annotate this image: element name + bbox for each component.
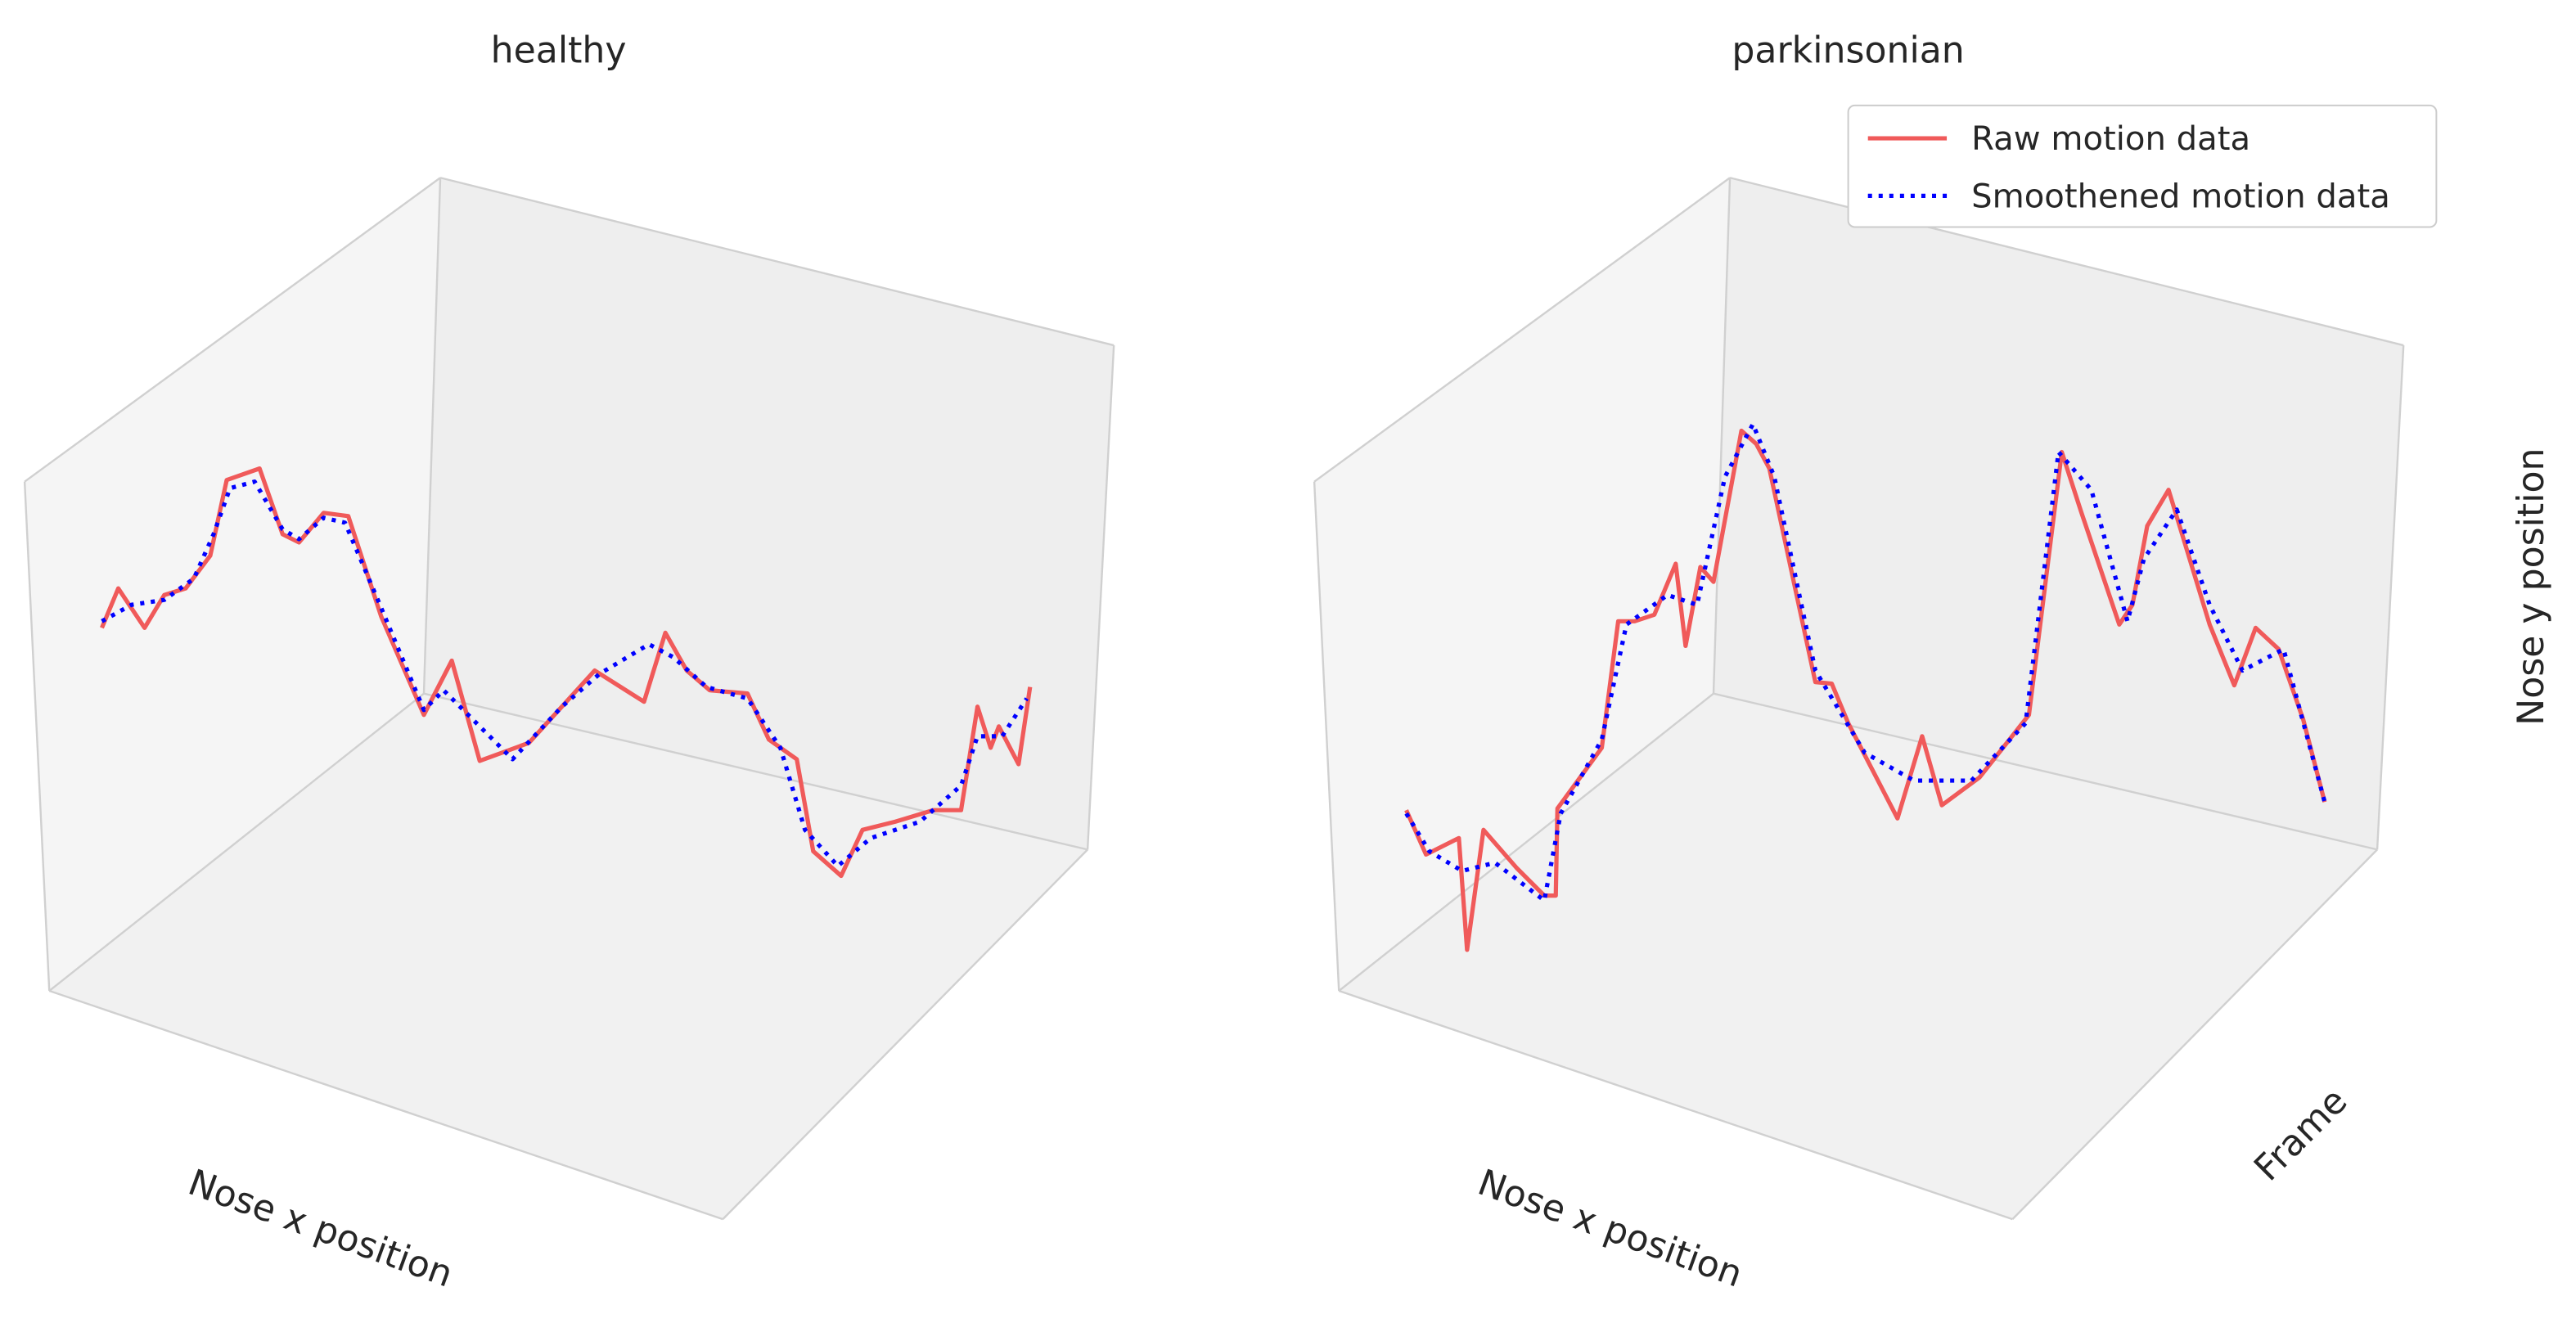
back-wall	[423, 178, 1115, 850]
data-line	[101, 479, 1029, 869]
box-edge	[48, 989, 723, 1221]
left-wall	[25, 178, 441, 992]
chart-title: parkinsonian	[1732, 30, 1964, 72]
box-edge	[23, 481, 51, 992]
floor	[49, 693, 1088, 1220]
box-edge	[1712, 178, 1732, 694]
floor	[1339, 693, 2378, 1220]
box-edge	[48, 692, 425, 992]
box-edge	[1313, 177, 1731, 483]
chart-title: healthy	[491, 30, 627, 72]
data-line	[100, 466, 1033, 879]
legend-label: Raw motion data	[1971, 120, 2250, 158]
box-edge	[1338, 989, 2013, 1221]
z-axis-label: Nose y position	[2511, 448, 2552, 725]
box-edge	[422, 178, 442, 694]
legend-frame	[1847, 104, 2438, 228]
x-axis-label: Nose x position	[182, 1162, 457, 1296]
legend-label: Smoothened motion data	[1971, 178, 2390, 215]
left-wall	[1314, 178, 1731, 992]
box-edge	[24, 177, 441, 483]
data-line	[1404, 421, 2327, 903]
axes-box	[1313, 177, 2405, 1221]
data-line	[1404, 428, 2327, 952]
legend: Raw motion data Smoothened motion data	[1847, 104, 2438, 228]
box-edge	[1729, 177, 2404, 347]
box-edge	[439, 177, 1115, 347]
box-edge	[1713, 692, 2378, 851]
box-edge	[1338, 692, 1714, 992]
box-edge	[1313, 481, 1340, 992]
x-axis-label: Nose x position	[1472, 1162, 1747, 1296]
axes-box	[23, 177, 1115, 1221]
box-edge	[423, 692, 1088, 851]
box-edge	[2376, 344, 2405, 850]
y-axis-label: Frame	[2246, 1080, 2355, 1189]
box-edge	[2011, 848, 2378, 1220]
box-edge	[1086, 344, 1115, 850]
box-edge	[722, 848, 1088, 1220]
